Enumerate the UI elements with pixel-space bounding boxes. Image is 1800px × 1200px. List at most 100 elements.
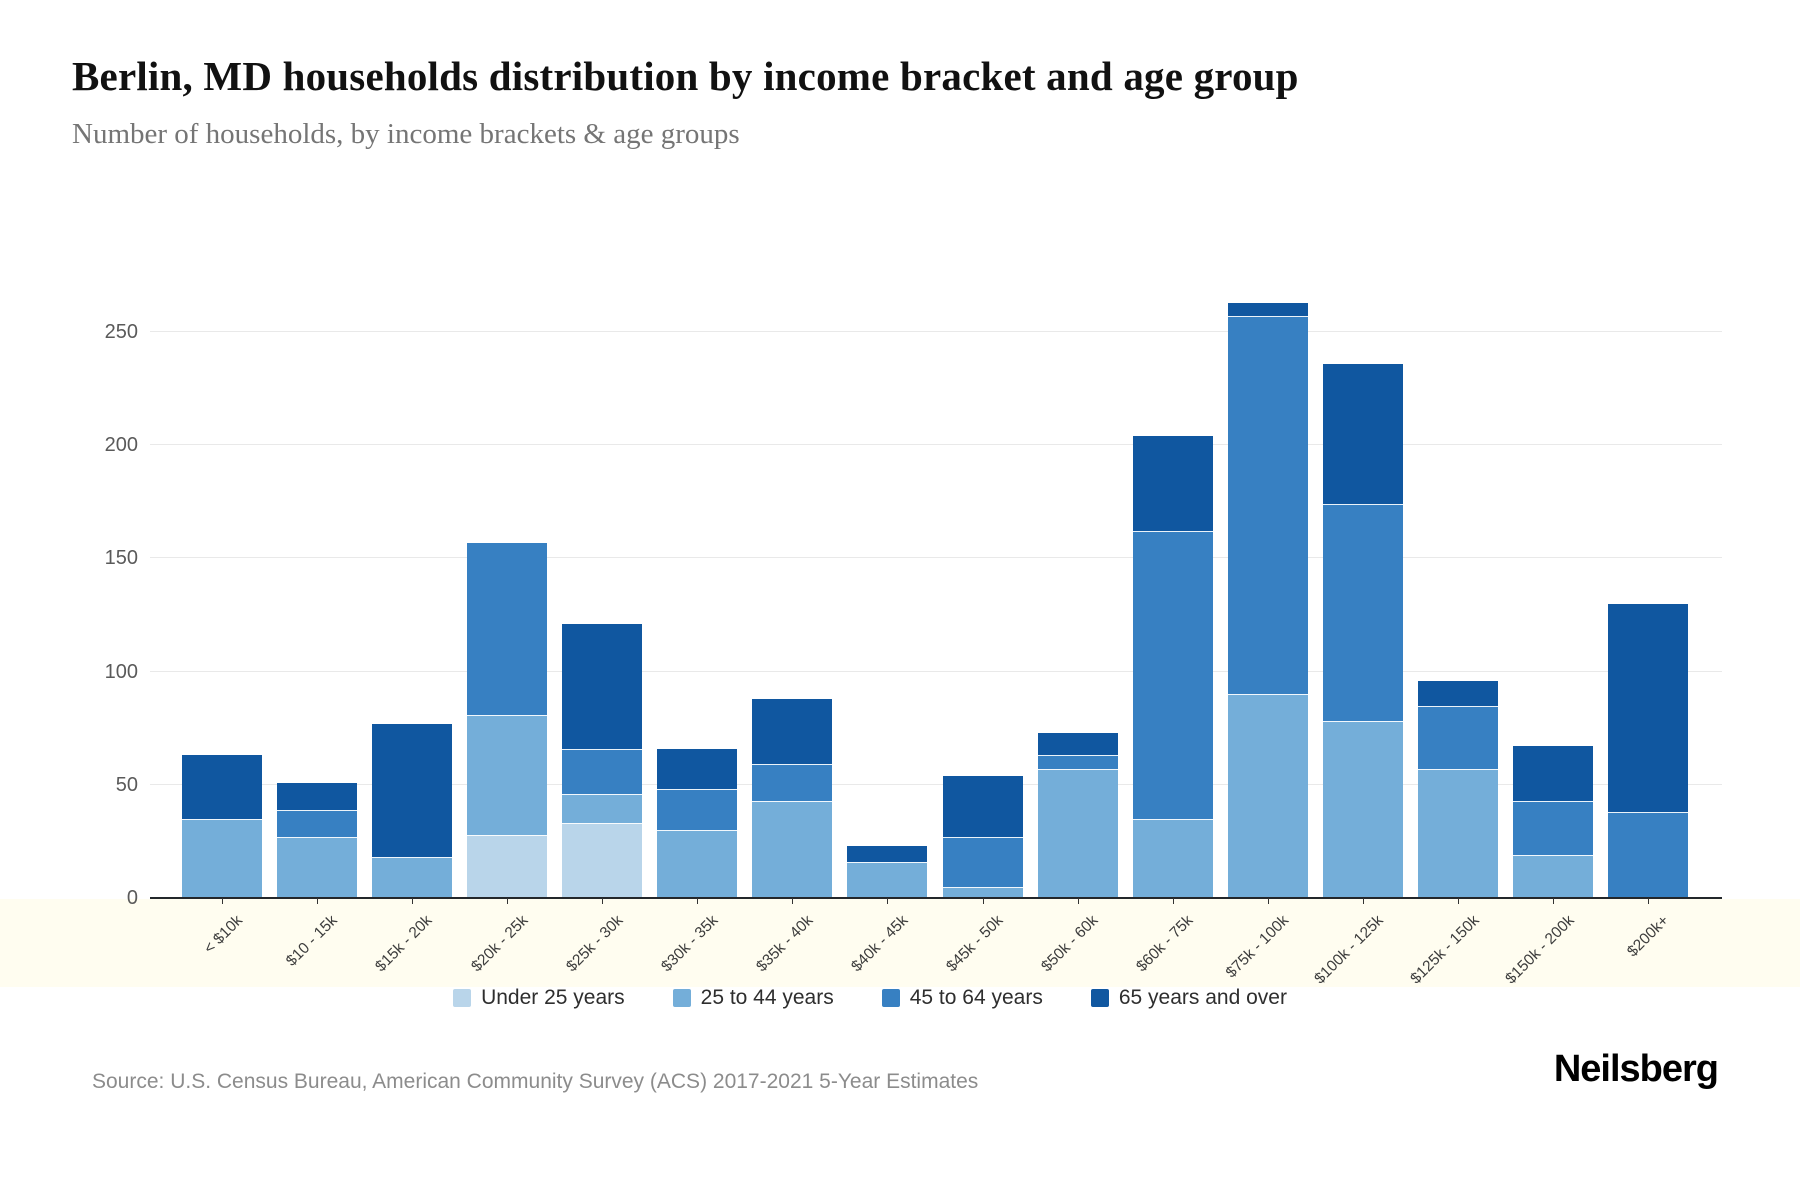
stacked-bar-chart: < $10k $10 - 15k $15k - 20k $20k - 25k $25k … — [0, 298, 1800, 987]
page-title: Berlin, MD households distribution by in… — [72, 53, 1299, 99]
gridline-200 — [150, 444, 1722, 446]
gridline-250 — [150, 331, 1722, 332]
bar-segment — [562, 624, 643, 749]
x-axis-tick — [411, 898, 413, 904]
bar-slot: $25k - 30k — [555, 298, 650, 975]
bar-slot: $30k - 35k — [650, 298, 745, 975]
bar-segment — [276, 836, 357, 898]
bar-slot: $100k - 125k — [1312, 298, 1411, 987]
bar-slot: $35k - 40k — [745, 298, 840, 975]
y-axis-tick-label: 200 — [104, 434, 138, 457]
gridline-100 — [150, 670, 1722, 672]
x-axis-tick — [1363, 898, 1365, 904]
source-text: Source: U.S. Census Bureau, American Com… — [92, 1070, 979, 1093]
gridline-50 — [150, 783, 1722, 785]
stacked-bar — [466, 542, 547, 898]
bar-segment — [1513, 854, 1594, 898]
bar-segment — [942, 836, 1023, 887]
bar-segment — [942, 775, 1023, 837]
x-axis-tick — [1648, 898, 1650, 904]
x-axis-tick — [602, 898, 604, 904]
legend-swatch-icon — [1090, 989, 1109, 1007]
bar-segment — [1227, 694, 1308, 898]
bar-segment — [657, 789, 738, 831]
bar-segment — [466, 714, 547, 835]
bar-slot: $15k - 20k — [364, 298, 459, 975]
legend: Under 25 years 25 to 44 years 45 to 64 yea… — [0, 986, 1740, 1010]
bar-slot: $200k+ — [1601, 298, 1696, 960]
legend-item: 25 to 44 years — [672, 986, 834, 1010]
legend-swatch-icon — [453, 989, 472, 1007]
bar-slot: $75k - 100k — [1220, 298, 1315, 981]
bar-segment — [1323, 504, 1404, 722]
x-axis-tick — [792, 898, 794, 904]
y-axis-tick-label: 150 — [104, 547, 138, 570]
bar-segment — [1227, 316, 1308, 695]
bar-segment — [1608, 811, 1689, 898]
bar-slot: $60k - 75k — [1125, 298, 1220, 975]
bar-segment — [1323, 363, 1404, 505]
bar-slot: $150k - 200k — [1502, 298, 1601, 987]
bar-segment — [276, 809, 357, 837]
stacked-bar — [1323, 363, 1404, 898]
bar-segment — [657, 830, 738, 898]
bar-segment — [942, 886, 1023, 898]
stacked-bar — [1418, 680, 1499, 898]
bar-segment — [847, 845, 928, 862]
x-axis-tick — [1458, 898, 1460, 904]
x-axis-tick — [1553, 898, 1555, 904]
bar-segment — [752, 800, 833, 898]
stacked-bar — [371, 723, 452, 898]
legend-item: 45 to 64 years — [881, 986, 1043, 1010]
bar-slot: $10 - 15k — [269, 298, 364, 970]
gridline-150 — [150, 557, 1722, 559]
x-axis-tick — [1077, 898, 1079, 904]
bar-slot: < $10k — [174, 298, 269, 957]
bar-segment — [1132, 531, 1213, 819]
bar-segment — [1037, 768, 1118, 898]
bar-segment — [562, 748, 643, 794]
bar-segment — [1132, 436, 1213, 532]
stacked-bar — [1513, 746, 1594, 898]
bar-segment — [371, 857, 452, 898]
stacked-bar — [1037, 732, 1118, 898]
bar-segment — [1227, 302, 1308, 317]
stacked-bar — [1132, 436, 1213, 898]
bar-segment — [1323, 721, 1404, 898]
x-axis-tick — [506, 898, 508, 904]
legend-swatch-icon — [672, 989, 691, 1007]
bar-slot: $20k - 25k — [459, 298, 554, 975]
page-subtitle: Number of households, by income brackets… — [72, 118, 740, 150]
x-axis-line — [150, 897, 1722, 899]
legend-swatch-icon — [881, 989, 900, 1007]
bar-segment — [562, 793, 643, 824]
bar-segment — [1513, 800, 1594, 855]
bar-segment — [181, 755, 262, 819]
stacked-bar — [657, 748, 738, 898]
stacked-bar — [1227, 302, 1308, 898]
legend-item: 65 years and over — [1090, 986, 1287, 1010]
y-axis-tick-label: 250 — [104, 321, 138, 343]
bar-segment — [466, 834, 547, 898]
bar-segment — [466, 542, 547, 715]
y-axis-tick-label: 0 — [126, 887, 138, 909]
legend-item: Under 25 years — [453, 986, 625, 1010]
x-axis-tick — [1267, 898, 1269, 904]
stacked-bar — [942, 775, 1023, 898]
bar-segment — [1418, 768, 1499, 898]
stacked-bar — [847, 845, 928, 898]
x-axis-tick — [316, 898, 318, 904]
y-axis-tick-label: 100 — [104, 660, 138, 683]
bar-segment — [1037, 755, 1118, 769]
x-axis-tick — [697, 898, 699, 904]
bar-segment — [1037, 732, 1118, 756]
legend-label: 25 to 44 years — [700, 986, 834, 1009]
bar-segment — [276, 782, 357, 810]
x-axis-tick — [221, 898, 223, 904]
bar-segment — [1132, 818, 1213, 898]
stacked-bar — [276, 782, 357, 898]
legend-label: 45 to 64 years — [909, 986, 1043, 1009]
bar-segment — [1418, 680, 1499, 706]
stacked-bar — [752, 698, 833, 898]
